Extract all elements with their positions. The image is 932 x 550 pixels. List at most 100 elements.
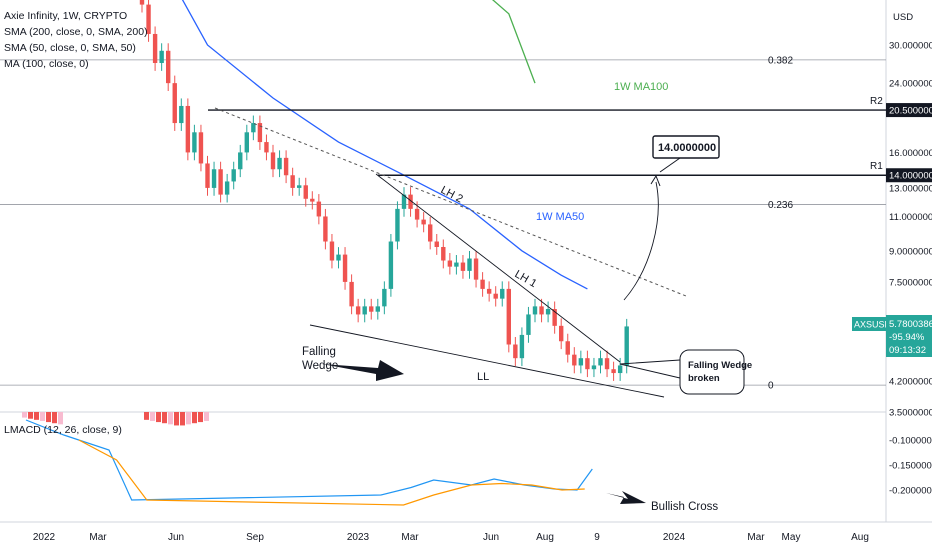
- candle-down: [172, 83, 177, 124]
- candle-down: [283, 157, 289, 176]
- candle-down: [303, 185, 308, 199]
- candle-down: [323, 216, 328, 242]
- price-tick-label: 24.0000000: [889, 79, 932, 90]
- legend-sma50: SMA (50, close, 0, SMA, 50): [4, 42, 136, 54]
- time-tick-label: Mar: [401, 532, 419, 543]
- candle-down: [152, 33, 158, 64]
- ma100-label: 1W MA100: [614, 81, 668, 93]
- candle-down: [342, 254, 348, 282]
- time-tick-label: Jun: [168, 532, 184, 543]
- candle-down: [310, 198, 315, 202]
- price-tick-label: 11.0000000: [889, 212, 932, 223]
- candle-down: [198, 132, 204, 164]
- candle-up: [519, 334, 525, 359]
- candle-up: [336, 254, 341, 261]
- candle-up: [617, 365, 623, 374]
- candle-down: [218, 169, 223, 195]
- currency-label: USD: [893, 12, 913, 23]
- candle-down: [316, 201, 322, 217]
- candle-up: [251, 123, 256, 133]
- wedge-upper-line: [375, 173, 621, 363]
- macd-histogram-bar: [46, 412, 51, 423]
- macd-histogram-bar: [22, 412, 27, 418]
- candle-down: [146, 4, 151, 34]
- candle-down: [447, 260, 453, 267]
- legend-sma200: SMA (200, close, 0, SMA, 200): [4, 26, 148, 38]
- resistance-label: R1: [870, 161, 883, 172]
- candle-up: [500, 288, 505, 299]
- candle-down: [264, 142, 269, 153]
- falling-wedge-label: Wedge: [302, 360, 338, 372]
- macd-legend: LMACD (12, 26, close, 9): [4, 424, 122, 436]
- ticker-price-tag: [886, 315, 932, 357]
- candle-up: [467, 258, 472, 271]
- candle-up: [395, 208, 400, 242]
- price-tick-label: 16.0000000: [889, 148, 932, 159]
- time-tick-label: Sep: [246, 532, 264, 543]
- candle-down: [552, 309, 557, 326]
- time-tick-label: 2024: [663, 532, 686, 543]
- resistance-price-value: 14.0000000: [889, 171, 932, 182]
- time-tick-label: Mar: [89, 532, 107, 543]
- resistance-price-value: 20.5000000: [889, 106, 932, 117]
- projection-arrow-head: [650, 174, 661, 187]
- macd-signal-line: [78, 439, 585, 506]
- candle-down: [414, 208, 420, 220]
- candle-up: [591, 365, 597, 370]
- candle-up: [526, 314, 531, 335]
- macd-histogram-bar: [186, 412, 191, 425]
- macd-histogram-bar: [58, 412, 63, 425]
- candle-up: [238, 152, 243, 170]
- broken-callout-box: [679, 349, 745, 395]
- dashed-trendline: [214, 107, 687, 297]
- falling-wedge-label: Falling: [302, 346, 336, 358]
- projection-arrow-path: [623, 181, 659, 301]
- legend-title: Axie Infinity, 1W, CRYPTO: [4, 10, 128, 22]
- time-tick-label: 9: [594, 532, 600, 543]
- target-callout-box: [652, 135, 720, 159]
- candle-down: [506, 288, 511, 345]
- candle-up: [159, 50, 164, 64]
- candle-down: [434, 241, 439, 247]
- candle-down: [349, 281, 354, 307]
- fib-level-label: 0: [768, 381, 774, 392]
- candle-down: [493, 293, 498, 299]
- fib-level-label: 0.236: [768, 200, 793, 211]
- candle-down: [166, 50, 171, 84]
- candle-down: [611, 369, 616, 374]
- price-tick-label: 30.0000000: [889, 41, 932, 52]
- broken-callout-pointer: [619, 359, 681, 379]
- macd-tick-label: -0.1000000: [889, 436, 932, 447]
- candle-up: [179, 105, 184, 124]
- candle-up: [532, 306, 538, 315]
- fib-level-label: 0.382: [768, 55, 793, 66]
- candle-up: [277, 157, 282, 170]
- macd-histogram-bar: [192, 412, 197, 424]
- target-callout-pointer: [659, 157, 681, 173]
- ticker-countdown: 09:13:32: [889, 345, 926, 356]
- macd-histogram-bar: [180, 412, 185, 426]
- wedge-pointer-arrow: [322, 360, 404, 381]
- macd-histogram-bar: [156, 412, 161, 423]
- candle-down: [428, 224, 433, 242]
- ll-label: LL: [477, 371, 489, 383]
- time-tick-label: Aug: [536, 532, 554, 543]
- candle-down: [139, 0, 145, 5]
- macd-tick-label: -0.2000000: [889, 486, 932, 497]
- candle-down: [421, 219, 426, 225]
- candle-down: [572, 354, 577, 366]
- chart-legend: Axie Infinity, 1W, CRYPTO SMA (200, clos…: [4, 8, 148, 72]
- time-tick-label: 2023: [347, 532, 370, 543]
- candle-down: [408, 194, 413, 209]
- candle-down: [355, 306, 361, 315]
- broken-callout-text: broken: [688, 373, 720, 384]
- time-tick-label: Mar: [747, 532, 765, 543]
- price-tick-label: 7.5000000: [889, 277, 932, 288]
- price-tick-label: 4.2000000: [889, 377, 932, 388]
- candle-up: [388, 241, 394, 289]
- price-tick-label: 3.5000000: [889, 408, 932, 419]
- candle-down: [473, 258, 479, 280]
- candle-down: [513, 344, 518, 359]
- candle-up: [211, 169, 217, 188]
